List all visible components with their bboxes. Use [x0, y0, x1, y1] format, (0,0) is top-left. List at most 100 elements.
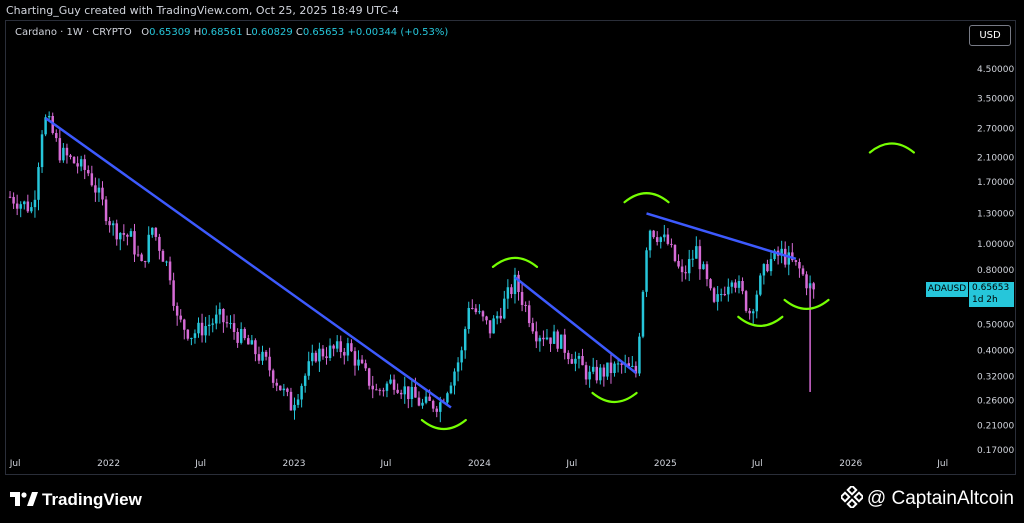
candle: [321, 345, 325, 360]
candle: [328, 338, 332, 361]
candle: [780, 240, 783, 264]
candle: [698, 239, 702, 280]
currency-button[interactable]: USD: [969, 25, 1011, 46]
candle: [695, 236, 698, 259]
candle: [179, 309, 182, 323]
annotation-arc[interactable]: [868, 142, 915, 154]
watermark-text: @ CaptainAltcoin: [866, 488, 1014, 509]
candle: [264, 349, 268, 361]
candle: [94, 177, 97, 202]
candle: [680, 259, 684, 282]
annotation-arc[interactable]: [420, 418, 467, 431]
candle: [136, 245, 140, 257]
y-tick-label: 2.10000: [977, 154, 1014, 164]
annotation-arc[interactable]: [783, 298, 830, 310]
candle: [805, 271, 808, 296]
candle: [154, 227, 158, 241]
y-tick-label: 2.70000: [977, 124, 1014, 134]
candle: [478, 304, 481, 315]
candle: [318, 342, 321, 372]
candle: [801, 265, 805, 276]
candle: [417, 391, 421, 407]
candle: [794, 259, 798, 266]
open-value: 0.65309: [149, 27, 191, 38]
candle: [140, 252, 143, 262]
candle: [670, 238, 673, 248]
candle: [613, 361, 616, 377]
candle: [37, 162, 40, 211]
candle: [389, 374, 392, 385]
candle: [151, 227, 154, 238]
candle: [773, 248, 776, 262]
candle: [111, 220, 115, 236]
candle: [392, 374, 396, 395]
candle: [645, 247, 648, 298]
candle: [396, 383, 399, 394]
tradingview-logo[interactable]: TradingView: [10, 490, 142, 510]
x-tick-label: Jul: [9, 459, 21, 469]
ohlc-legend: Cardano · 1W · CRYPTO O0.65309 H0.68561 …: [15, 27, 448, 38]
candle: [257, 346, 261, 364]
annotations-layer: [44, 117, 915, 431]
candle: [609, 354, 613, 384]
y-tick-label: 0.17000: [977, 446, 1014, 456]
candle: [87, 165, 90, 177]
candle: [424, 390, 428, 405]
watermark: @ CaptainAltcoin: [840, 486, 1014, 510]
candle: [631, 355, 634, 368]
candle: [193, 329, 197, 344]
candle: [776, 246, 780, 265]
x-tick-label: 2023: [283, 459, 306, 469]
candle: [243, 327, 246, 341]
candle: [751, 308, 755, 324]
candle: [755, 290, 759, 319]
candle: [545, 329, 549, 341]
x-tick-label: 2022: [97, 459, 120, 469]
annotation-arc[interactable]: [491, 256, 539, 268]
candle: [716, 285, 719, 311]
candle: [382, 387, 385, 397]
candle: [296, 394, 300, 408]
close-label: C: [295, 27, 303, 38]
candle: [215, 305, 218, 330]
candle: [691, 249, 695, 267]
candle: [709, 278, 712, 291]
candle: [311, 344, 314, 366]
candle: [517, 270, 520, 301]
annotation-arc[interactable]: [591, 391, 638, 404]
candle: [431, 399, 435, 413]
candle: [44, 114, 47, 137]
candle: [261, 345, 264, 365]
annotation-arc[interactable]: [737, 315, 784, 327]
candle: [456, 357, 460, 382]
candle: [378, 388, 382, 396]
candle: [762, 263, 766, 285]
candle: [40, 130, 44, 173]
trendline[interactable]: [514, 276, 637, 374]
candle: [787, 245, 791, 276]
candle: [346, 337, 350, 362]
x-tick-label: Jul: [380, 459, 392, 469]
candle: [634, 361, 638, 378]
candle: [552, 324, 556, 344]
candle: [812, 281, 815, 299]
candle: [769, 252, 773, 276]
candle: [563, 328, 566, 360]
candle: [190, 337, 193, 346]
x-tick-label: 2025: [654, 459, 677, 469]
candle: [33, 190, 37, 218]
candle: [744, 289, 748, 313]
candle: [673, 244, 677, 263]
trendline[interactable]: [44, 117, 452, 409]
candle: [492, 315, 495, 334]
price-chart[interactable]: 4.50000 3.50000 2.70000 2.10000 1.70000 1.300…: [5, 20, 1016, 475]
y-tick-label: 0.50000: [977, 321, 1014, 331]
candle: [343, 348, 346, 365]
candle: [606, 362, 609, 380]
trendline[interactable]: [646, 212, 797, 261]
candle: [559, 334, 563, 349]
annotation-arc[interactable]: [623, 192, 670, 204]
candle: [279, 385, 282, 391]
candle: [207, 315, 211, 336]
candle: [531, 317, 534, 334]
